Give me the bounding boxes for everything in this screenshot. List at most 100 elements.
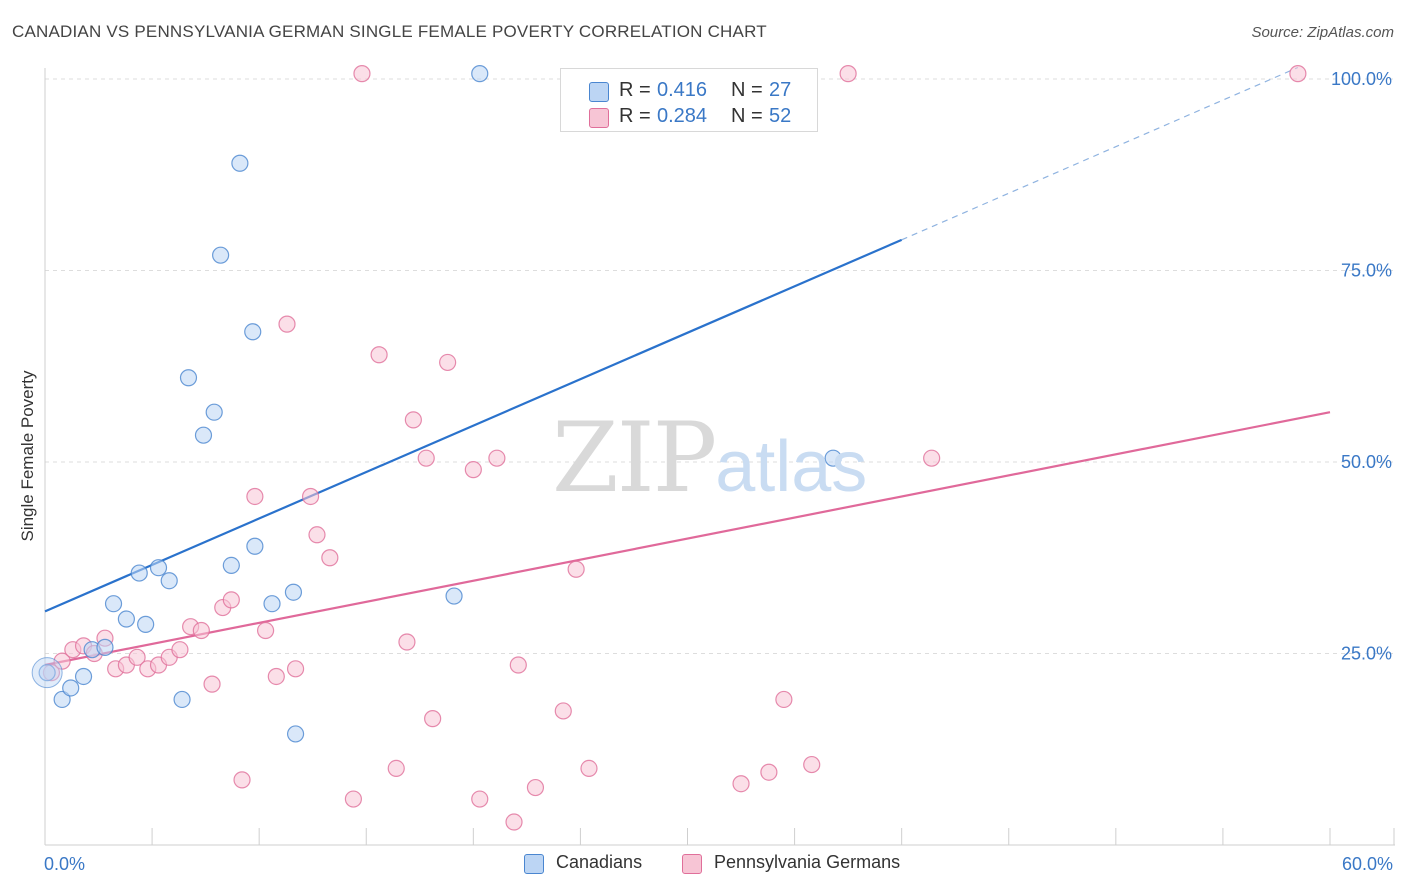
- y-tick-label: 75.0%: [1341, 261, 1392, 281]
- watermark-zip: ZIP: [552, 402, 717, 514]
- canadian-point: [445, 587, 463, 605]
- pennsylvania-point: [256, 621, 275, 640]
- axes: [44, 68, 1395, 846]
- x-tick-label: 0.0%: [44, 854, 85, 874]
- legend-swatch-canadians: [524, 854, 544, 874]
- watermark: ZIPatlas: [552, 402, 867, 514]
- pennsylvania-point: [509, 656, 527, 674]
- pennsylvania-point: [171, 641, 189, 659]
- pennsylvania-point: [567, 560, 585, 578]
- tick-labels: 25.0% 50.0% 75.0% 100.0% 0.0% 60.0%: [44, 69, 1393, 874]
- canadian-point: [246, 537, 264, 555]
- pennsylvania-trend-line: [44, 411, 1331, 667]
- stats-n-label: N =: [731, 105, 763, 127]
- canadian-point: [117, 610, 135, 628]
- y-tick-label: 25.0%: [1341, 644, 1392, 664]
- stats-r-value: 0.284: [657, 105, 708, 127]
- canadian-point: [173, 690, 191, 709]
- stats-n-label: N =: [731, 79, 763, 101]
- pennsylvania-point: [488, 449, 506, 467]
- pennsylvania-point: [760, 763, 778, 781]
- chart-title: CANADIAN VS PENNSYLVANIA GERMAN SINGLE F…: [12, 22, 767, 41]
- pennsylvania-point: [344, 790, 362, 808]
- canadian-point: [53, 690, 71, 709]
- pennsylvania-point: [353, 65, 371, 83]
- canadian-point: [824, 449, 842, 467]
- y-axis-label: Single Female Poverty: [18, 370, 37, 542]
- pennsylvania-point: [1289, 65, 1307, 83]
- canadian-point: [284, 583, 303, 601]
- canadian-point: [471, 65, 489, 83]
- canadian-point: [222, 556, 240, 575]
- canadian-point: [74, 667, 93, 686]
- pennsylvania-point: [246, 487, 264, 506]
- canadian-point: [212, 246, 230, 264]
- canadian-point: [104, 595, 123, 613]
- trend-lines: [44, 66, 1331, 667]
- canadian-point: [160, 572, 178, 590]
- pennsylvania-point: [839, 65, 857, 83]
- pennsylvania-point: [505, 813, 523, 831]
- stats-r-value: 0.416: [657, 79, 708, 101]
- pennsylvania-point: [923, 449, 941, 467]
- canadian-point: [130, 564, 148, 582]
- pennsylvania-point: [554, 702, 572, 720]
- pennsylvania-point: [464, 461, 482, 479]
- pennsylvania-point: [580, 759, 598, 778]
- canadian-point-cluster: [31, 657, 63, 689]
- data-points: [31, 65, 1307, 831]
- stats-swatch-canadians: [589, 82, 609, 102]
- source-credit: Source: ZipAtlas.com: [1251, 24, 1394, 41]
- pennsylvania-point: [803, 755, 821, 774]
- pennsylvania-point: [203, 675, 221, 693]
- x-tick-label: 60.0%: [1342, 854, 1393, 874]
- pennsylvania-point: [404, 411, 422, 429]
- pennsylvania-point: [286, 660, 305, 678]
- legend-label-canadians: Canadians: [556, 852, 643, 872]
- canadian-point: [194, 426, 213, 444]
- pennsylvania-point: [732, 775, 750, 793]
- pennsylvania-point: [424, 710, 442, 728]
- pennsylvania-point: [387, 759, 405, 778]
- pennsylvania-point: [301, 487, 320, 506]
- stats-r-label: R =: [619, 79, 651, 101]
- stats-n-value: 52: [769, 105, 792, 127]
- pennsylvania-point: [775, 690, 793, 709]
- canadian-point: [149, 559, 168, 577]
- pennsylvania-point: [526, 778, 545, 797]
- y-tick-label: 50.0%: [1341, 452, 1392, 472]
- pennsylvania-point: [471, 790, 489, 808]
- pennsylvania-point: [417, 449, 435, 467]
- canadians-trend-line: [44, 238, 903, 613]
- canadian-point: [244, 323, 262, 341]
- pennsylvania-point: [278, 315, 296, 333]
- pennsylvania-point: [308, 526, 326, 544]
- stats-r-label: R =: [619, 105, 651, 127]
- watermark-atlas: atlas: [715, 427, 868, 507]
- legend-label-pennsylvania: Pennsylvania Germans: [714, 852, 901, 872]
- canadian-point: [96, 638, 114, 656]
- pennsylvania-point: [321, 549, 339, 567]
- pennsylvania-point: [192, 621, 210, 640]
- canadian-point: [38, 664, 56, 682]
- pennsylvania-point: [233, 771, 251, 789]
- y-tick-label: 100.0%: [1331, 69, 1392, 89]
- pennsylvania-point: [398, 633, 416, 651]
- canadian-point: [179, 369, 198, 387]
- stats-swatch-pennsylvania: [589, 108, 609, 128]
- canadian-point: [231, 154, 249, 172]
- canadian-point: [286, 725, 305, 743]
- pennsylvania-point: [222, 591, 240, 609]
- canadian-point: [205, 403, 223, 421]
- canadians-trend-extension: [901, 66, 1299, 241]
- pennsylvania-point: [370, 346, 388, 364]
- pennsylvania-point: [267, 667, 285, 686]
- pennsylvania-point: [439, 353, 457, 372]
- canadian-point: [137, 615, 155, 633]
- canadian-point: [263, 595, 281, 613]
- legend-swatch-pennsylvania: [682, 854, 702, 874]
- canadian-point: [62, 679, 80, 697]
- correlation-stats-box: R = 0.416 N = 27 R = 0.284 N = 52: [560, 68, 818, 132]
- stats-n-value: 27: [769, 79, 792, 101]
